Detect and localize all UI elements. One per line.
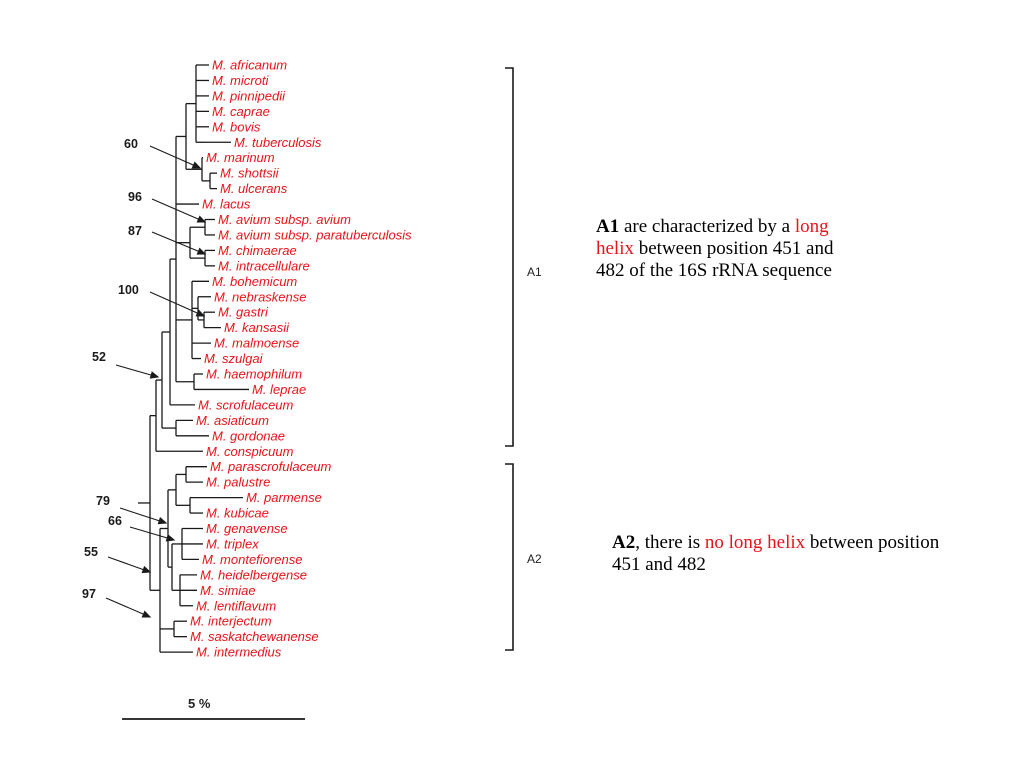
taxon-label: M. parascrofulaceum <box>210 459 332 474</box>
taxon-label: M. chimaerae <box>218 243 297 258</box>
bootstrap-value: 55 <box>84 545 98 559</box>
taxon-label: M. leprae <box>252 382 306 397</box>
arrowhead <box>195 309 206 317</box>
note-a2-label: A2 <box>612 532 636 553</box>
taxon-label: M. avium subsp. paratuberculosis <box>218 227 412 242</box>
taxon-label: M. gordonae <box>212 428 285 443</box>
note-a2: A2, there is no long helix between posit… <box>612 532 952 576</box>
clade-label-a1: A1 <box>527 265 542 279</box>
bootstrap-value: 100 <box>118 283 139 297</box>
arrowhead <box>165 534 176 542</box>
bootstrap-arrow <box>151 231 206 255</box>
note-a1-highlight: long helix <box>596 216 829 259</box>
taxon-label: M. conspicuum <box>206 444 294 459</box>
taxon-label: M. marinum <box>206 150 275 165</box>
bootstrap-value: 87 <box>128 224 142 238</box>
note-a2-text-after: between position 451 and 482 <box>612 532 940 575</box>
taxon-label: M. parmense <box>246 490 322 505</box>
taxon-label: M. gastri <box>218 305 269 320</box>
taxon-label: M. montefiorense <box>202 552 302 567</box>
arrowhead <box>141 565 152 574</box>
note-a1-text-after: between position 451 and 482 of the 16S … <box>596 238 834 281</box>
taxon-label: M. lentiflavum <box>196 598 276 613</box>
taxon-label: M. haemophilum <box>206 367 302 382</box>
bootstrap-arrows <box>105 145 207 618</box>
taxon-label: M. bovis <box>212 119 261 134</box>
taxon-label: M. intracellulare <box>218 258 310 273</box>
taxon-label: M. szulgai <box>204 351 264 366</box>
note-a1: A1 are characterized by a long helix bet… <box>596 216 836 282</box>
taxon-label: M. pinnipedii <box>212 88 286 103</box>
clade-bracket-a1 <box>505 67 514 447</box>
taxon-label: M. intermedius <box>196 645 282 660</box>
tree-branches <box>138 64 249 653</box>
taxon-label: M. caprae <box>212 104 270 119</box>
bootstrap-value: 79 <box>96 494 110 508</box>
bootstrap-value: 96 <box>128 190 142 204</box>
taxon-label: M. ulcerans <box>220 181 288 196</box>
taxon-label: M. asiaticum <box>196 413 269 428</box>
bootstrap-value: 66 <box>108 514 122 528</box>
arrowhead <box>191 161 202 169</box>
bootstrap-arrow <box>149 291 205 317</box>
taxon-label: M. shottsii <box>220 166 280 181</box>
taxon-label: M. malmoense <box>214 336 299 351</box>
arrowhead <box>196 215 207 223</box>
bootstrap-arrow <box>119 507 167 524</box>
taxon-label: M. avium subsp. avium <box>218 212 351 227</box>
taxon-label: M. simiae <box>200 583 256 598</box>
note-a2-text-before: , there is <box>635 532 705 553</box>
scale-bar-label: 5 % <box>188 696 211 711</box>
bootstrap-arrow <box>129 526 175 541</box>
taxon-label: M. africanum <box>212 58 287 73</box>
note-a1-text-before: are characterized by a <box>619 216 795 237</box>
taxon-label: M. genavense <box>206 521 288 536</box>
taxon-label: M. microti <box>212 73 269 88</box>
taxon-label: M. nebraskense <box>214 289 307 304</box>
taxon-label: M. saskatchewanense <box>190 629 319 644</box>
bootstrap-value: 97 <box>82 587 96 601</box>
arrowhead <box>149 371 160 379</box>
bootstrap-arrow <box>149 145 201 169</box>
taxon-label: M. palustre <box>206 475 270 490</box>
bootstrap-arrow <box>151 198 206 223</box>
taxon-label: M. lacus <box>202 197 251 212</box>
taxon-label: M. bohemicum <box>212 274 297 289</box>
clade-label-a2: A2 <box>527 552 542 566</box>
arrowhead <box>141 610 152 618</box>
taxon-label: M. kansasii <box>224 320 290 335</box>
taxon-label: M. interjectum <box>190 614 272 629</box>
clade-bracket-a2 <box>505 463 514 651</box>
arrowhead <box>157 517 168 525</box>
taxon-label: M. triplex <box>206 536 259 551</box>
taxon-label: M. tuberculosis <box>234 135 322 150</box>
note-a1-label: A1 <box>596 216 620 237</box>
note-a2-highlight: no long helix <box>704 532 806 553</box>
arrowhead <box>196 247 207 255</box>
taxon-label: M. heidelbergense <box>200 567 307 582</box>
bootstrap-value: 52 <box>92 350 106 364</box>
bootstrap-arrow <box>105 597 151 618</box>
taxon-label: M. scrofulaceum <box>198 397 294 412</box>
bootstrap-value: 60 <box>124 137 138 151</box>
taxon-label: M. kubicae <box>206 506 269 521</box>
bootstrap-values: 60 96 87 100 52 79 66 55 97 <box>82 137 142 601</box>
